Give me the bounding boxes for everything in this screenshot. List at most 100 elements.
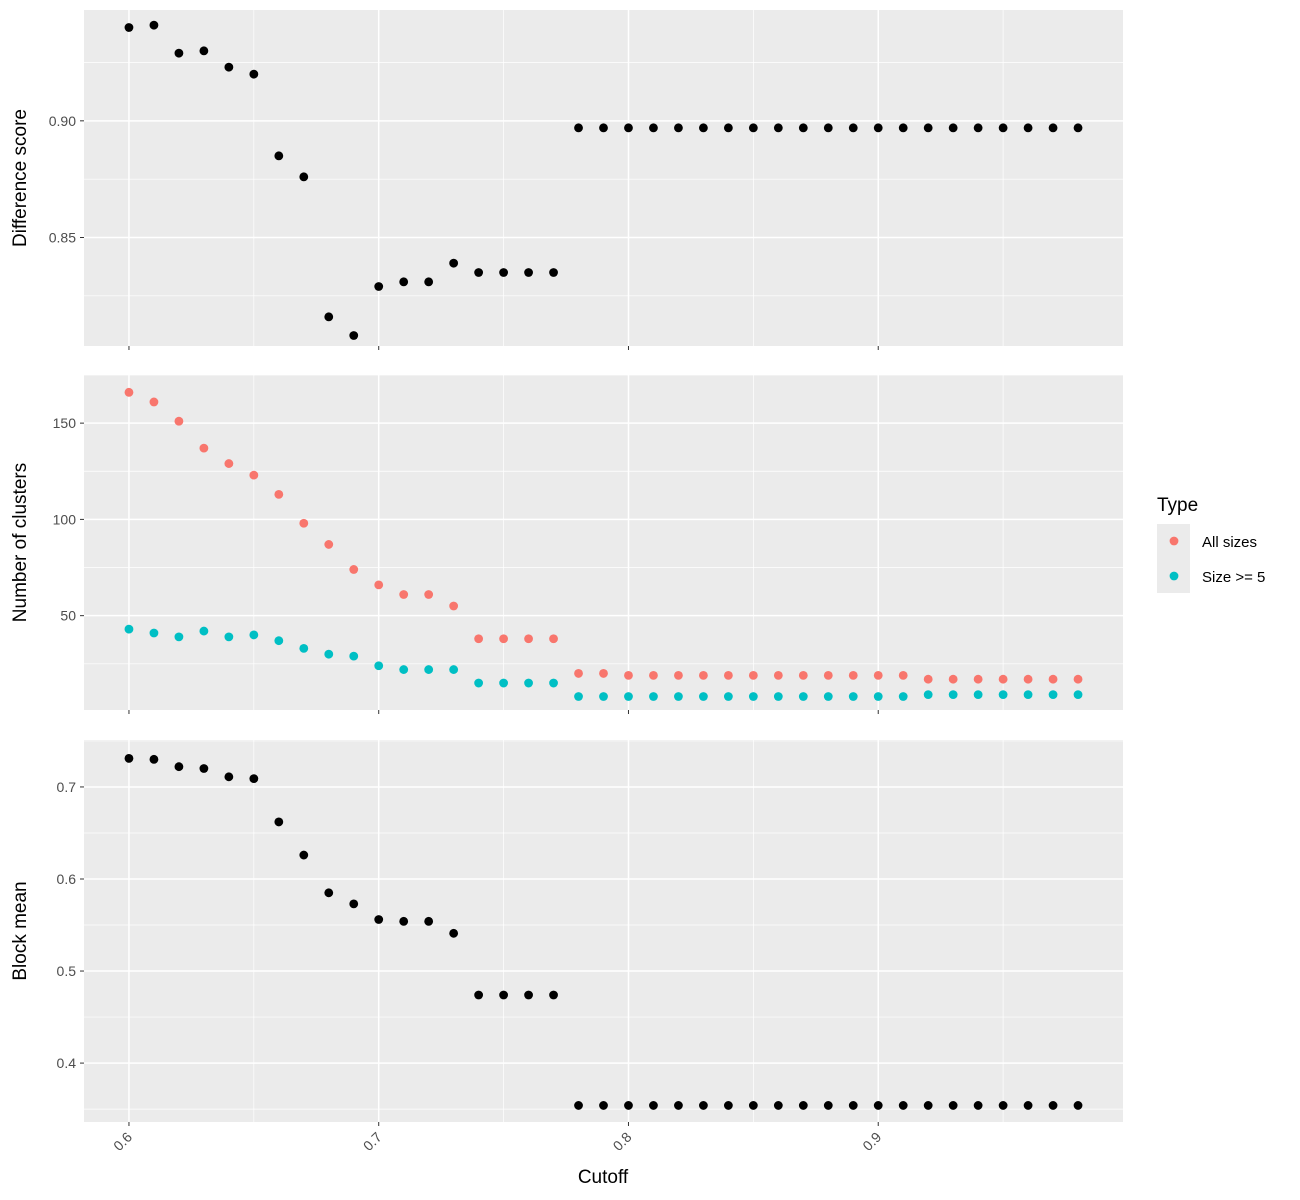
data-point (1048, 690, 1058, 699)
data-point (324, 888, 334, 898)
data-point (873, 692, 883, 701)
data-point (199, 443, 209, 453)
data-point (324, 312, 334, 322)
data-point (424, 590, 434, 599)
panel-2: 50 100 150 Number of clusters (10, 374, 1123, 714)
legend-key-background (1157, 524, 1190, 593)
data-point (1048, 674, 1058, 684)
data-point (773, 692, 783, 701)
data-point (624, 670, 633, 680)
data-point (798, 692, 808, 701)
y-tick-label: 0.4 (57, 1055, 77, 1071)
data-point (399, 277, 409, 287)
data-point (873, 670, 883, 680)
data-point (524, 634, 533, 644)
data-point (124, 624, 134, 634)
data-point (549, 634, 558, 644)
y-tick-label: 50 (60, 608, 76, 624)
data-point (224, 632, 234, 642)
data-point (299, 172, 309, 182)
data-point (898, 123, 908, 133)
data-point (349, 899, 359, 909)
data-point (823, 123, 833, 133)
data-point (898, 692, 908, 701)
data-point (149, 20, 159, 30)
data-point (374, 580, 384, 590)
x-axis: 0.6 0.7 0.8 0.9 (110, 1129, 885, 1154)
data-point (574, 669, 583, 678)
data-point (524, 268, 533, 277)
panel-3: 0.4 0.5 0.6 0.7 Block mean (10, 740, 1123, 1126)
data-point (948, 123, 958, 133)
data-point (923, 690, 933, 699)
series-points (124, 20, 1083, 340)
x-tick-label: 0.6 (110, 1129, 135, 1154)
data-point (524, 678, 533, 688)
data-point (524, 990, 533, 1000)
data-point (748, 692, 758, 701)
data-point (1073, 123, 1083, 133)
data-point (923, 1101, 933, 1110)
y-tick-label: 0.90 (49, 113, 76, 129)
data-point (1073, 674, 1083, 684)
data-point (599, 669, 608, 678)
data-point (898, 1101, 908, 1110)
data-point (1073, 1101, 1083, 1110)
data-point (249, 470, 259, 480)
legend-key (1169, 536, 1179, 546)
data-point (474, 634, 484, 644)
data-point (249, 69, 259, 79)
data-point (149, 628, 159, 638)
data-point (124, 23, 134, 32)
data-point (624, 692, 633, 701)
data-point (923, 123, 933, 133)
data-point (873, 123, 883, 133)
data-point (624, 1101, 633, 1110)
data-point (823, 1101, 833, 1110)
data-point (599, 1101, 608, 1110)
chart-panels: 0.85 0.90 Difference score 50 100 150 Number o… (10, 10, 1123, 1126)
x-tick-label: 0.7 (360, 1129, 385, 1154)
data-point (973, 1101, 983, 1110)
data-point (424, 665, 434, 674)
data-point (823, 670, 833, 680)
data-point (499, 268, 508, 277)
data-point (299, 850, 309, 860)
data-point (474, 990, 484, 1000)
y-tick-label: 0.85 (49, 230, 76, 246)
data-point (549, 678, 558, 688)
data-point (224, 772, 234, 782)
data-point (199, 46, 209, 56)
panel-background (84, 10, 1123, 346)
data-point (399, 590, 409, 599)
data-point (1023, 674, 1033, 684)
data-point (499, 678, 508, 688)
data-point (848, 1101, 858, 1110)
data-point (948, 1101, 958, 1110)
data-point (449, 258, 459, 268)
data-point (224, 62, 234, 72)
legend-label: All sizes (1202, 534, 1257, 551)
data-point (773, 123, 783, 133)
legend-item: All sizes (1169, 534, 1257, 551)
data-point (948, 690, 958, 699)
data-point (699, 692, 708, 701)
y-tick-label: 0.7 (57, 779, 77, 795)
data-point (973, 690, 983, 699)
y-axis-title: Number of clusters (10, 463, 31, 622)
data-point (773, 670, 783, 680)
panel-background (84, 375, 1123, 710)
data-point (424, 916, 434, 926)
legend-item: Size >= 5 (1169, 569, 1265, 586)
data-point (199, 626, 209, 636)
data-point (649, 123, 658, 133)
y-tick-label: 100 (53, 511, 77, 527)
data-point (748, 670, 758, 680)
data-point (324, 649, 334, 659)
data-point (674, 670, 683, 680)
data-point (1048, 1101, 1058, 1110)
data-point (174, 762, 184, 772)
data-point (699, 1101, 708, 1110)
data-point (149, 397, 159, 407)
data-point (973, 123, 983, 133)
